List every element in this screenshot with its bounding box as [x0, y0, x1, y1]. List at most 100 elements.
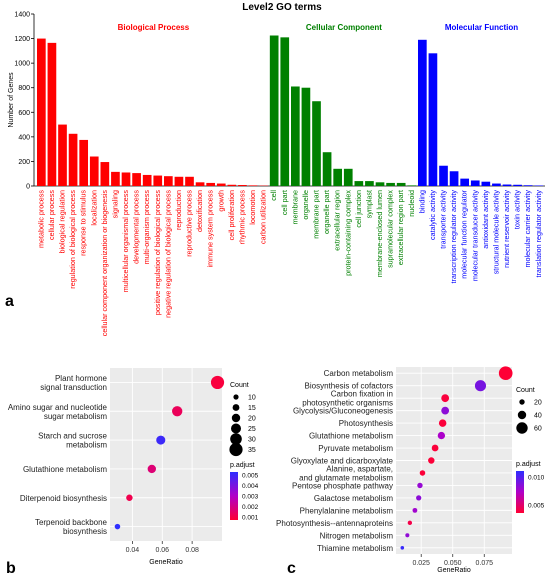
x-tick-label: cellular component organization or bioge… — [100, 190, 109, 337]
y-tick-label: 400 — [18, 134, 30, 141]
bar — [238, 185, 247, 186]
bar — [481, 181, 491, 186]
x-tick-label: carbon utilization — [259, 190, 268, 244]
bar — [142, 174, 152, 186]
count-legend-label: 30 — [248, 437, 256, 444]
x-tick-label: metabolic process — [36, 190, 45, 248]
x-tick-label: molecular carrier activity — [523, 190, 532, 268]
bar — [312, 101, 321, 186]
chart-b-y-tick-labels: Plant hormone signal transduction Amino su… — [8, 374, 108, 536]
bar — [396, 182, 406, 186]
bar — [269, 35, 279, 186]
dot — [474, 380, 487, 392]
bar — [492, 183, 501, 186]
y-tick-label: Nitrogen metabolism — [320, 531, 394, 540]
count-legend-title: Count — [516, 387, 535, 394]
chart-c-dots — [400, 366, 513, 550]
bar — [460, 178, 470, 186]
count-legend-dot — [517, 410, 527, 420]
x-tick-label: symplast — [364, 190, 373, 218]
chart-c-xlabel: GeneRatio — [437, 567, 471, 574]
chart-b-xlabel: GeneRatio — [149, 559, 183, 566]
padjust-colorbar — [230, 472, 238, 520]
bar — [333, 168, 343, 186]
bar — [58, 124, 67, 186]
count-legend-dot — [231, 413, 241, 423]
padjust-legend-label: 0.004 — [242, 483, 259, 490]
y-tick-label: Starch and sucrose metabolism — [38, 432, 107, 450]
y-tick-label: Amino sugar and nucleotide sugar metaboli… — [8, 403, 108, 421]
panel-label-a: a — [5, 293, 14, 310]
bar — [195, 182, 205, 186]
y-tick-label: Pentose phosphate pathway — [292, 481, 393, 490]
x-tick-label: nucleoid — [407, 190, 416, 217]
bar — [428, 53, 438, 186]
x-tick-label: molecular transducer activity — [470, 190, 479, 281]
count-legend-label: 20 — [534, 400, 542, 407]
x-tick-label: cell — [269, 190, 278, 201]
bar — [79, 139, 89, 186]
y-tick-label: Carbon fixation in photosynthetic organis… — [302, 390, 393, 408]
y-tick-label: 1400 — [14, 12, 30, 19]
padjust-legend-label: 0.003 — [242, 494, 259, 501]
chart-a-ylabel: Number of Genes — [8, 72, 15, 128]
dot — [114, 523, 121, 530]
x-tick-label: signaling — [110, 190, 119, 218]
y-tick-label: Pyruvate metabolism — [318, 444, 393, 453]
x-tick-label: transcription regulator activity — [449, 190, 458, 284]
count-legend-dot — [230, 433, 242, 445]
y-tick-label: Phenylalanine metabolism — [300, 506, 394, 515]
x-tick-label: immune system process — [206, 190, 215, 268]
panel-a-bar-chart: Level2 GO terms Number of Genes 0 200 400 6… — [5, 2, 545, 336]
x-tick-label: locomotion — [248, 190, 257, 225]
bar — [121, 172, 131, 186]
x-tick-label: organelle part — [322, 190, 331, 234]
x-tick-label: positive regulation of biological proces… — [153, 190, 162, 315]
bar — [439, 165, 448, 186]
bar — [37, 38, 46, 187]
x-tick-label: detoxification — [195, 190, 204, 232]
y-tick-label: 0 — [26, 184, 30, 191]
bar — [375, 182, 385, 186]
dot — [416, 495, 422, 501]
padjust-legend-label: 0.010 — [528, 475, 545, 482]
x-tick-label: multicellular organismal process — [121, 190, 130, 293]
chart-b-x-axis: 0.04 0.06 0.08 — [126, 541, 199, 554]
dot — [405, 533, 410, 538]
bar — [418, 39, 427, 186]
x-tick-label: extracellular region — [333, 190, 342, 251]
dot — [156, 435, 166, 445]
panel-b-dot-plot: Plant hormone signal transduction Amino su… — [6, 368, 259, 577]
dot — [441, 394, 450, 403]
x-tick-label: membrane-enclosed lumen — [375, 190, 384, 277]
dot — [419, 470, 426, 476]
dot — [210, 375, 225, 390]
x-tick-label: protein-containing complex — [343, 190, 352, 276]
count-legend-label: 35 — [248, 447, 256, 454]
y-tick-label: 200 — [18, 159, 30, 166]
x-tick-label: toxin activity — [513, 190, 522, 230]
bar — [386, 182, 395, 186]
chart-c-padjust-legend: p.adjust 0.010 0.005 — [516, 461, 545, 513]
x-tick-label: translation regulator activity — [534, 190, 543, 278]
x-tick-label: cell part — [280, 190, 289, 215]
bar — [216, 183, 226, 186]
count-legend-dot — [519, 399, 525, 405]
group-label: Molecular Function — [445, 23, 518, 32]
bar — [407, 185, 417, 186]
dot — [417, 482, 423, 489]
y-tick-label: Terpenoid backbone biosynthesis — [35, 518, 108, 536]
chart-c-y-tick-labels: Carbon metabolism Biosynthesis of cofacto… — [276, 369, 394, 553]
x-tick-label: nutrient reservoir activity — [502, 190, 511, 268]
dot — [438, 419, 447, 427]
count-legend-label: 40 — [534, 413, 542, 420]
x-tick-label: growth — [216, 190, 225, 212]
x-tick-label: rhythmic process — [237, 190, 246, 245]
bar — [470, 180, 480, 186]
x-tick-label: localization — [89, 190, 98, 226]
y-tick-label: Plant hormone signal transduction — [40, 374, 107, 392]
bar — [523, 185, 533, 186]
panel-c-dot-plot: Carbon metabolism Biosynthesis of cofacto… — [276, 366, 545, 577]
x-tick-label: molecular function regulator — [460, 189, 469, 278]
